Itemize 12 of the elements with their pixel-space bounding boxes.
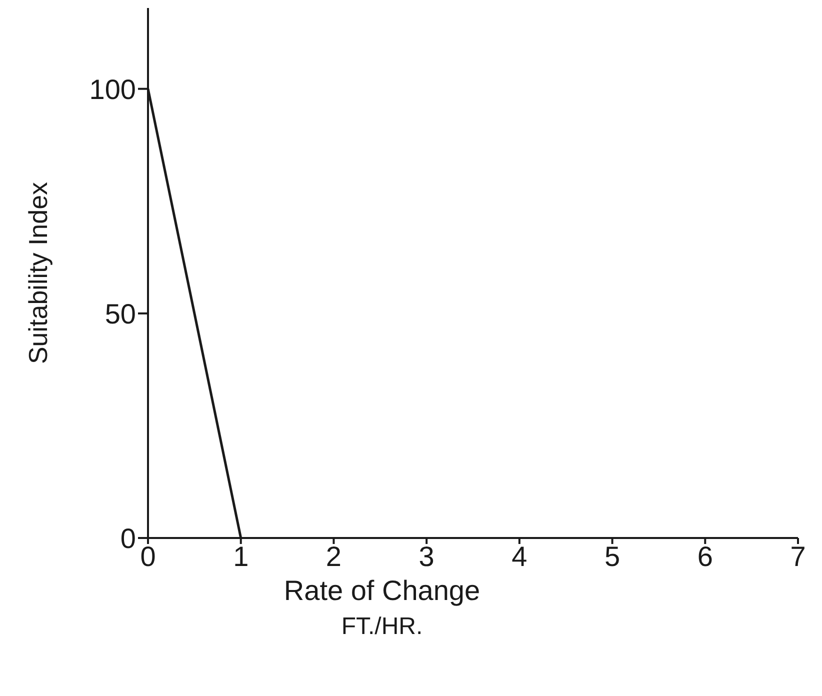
x-tick-label: 3	[418, 540, 434, 572]
x-tick-label: 6	[697, 540, 713, 572]
x-tick-label: 5	[604, 540, 620, 572]
x-tick-label: 1	[233, 540, 249, 572]
x-tick-label: 0	[140, 540, 156, 572]
x-tick-label: 7	[790, 540, 806, 572]
y-tick-label: 100	[89, 74, 136, 105]
x-tick-label: 4	[512, 540, 528, 572]
x-axis-title: Rate of Change FT./HR.	[284, 575, 480, 640]
x-tick-label: 2	[326, 540, 342, 572]
y-tick-label: 50	[104, 298, 136, 330]
y-axis-title: Suitability Index	[23, 182, 54, 364]
